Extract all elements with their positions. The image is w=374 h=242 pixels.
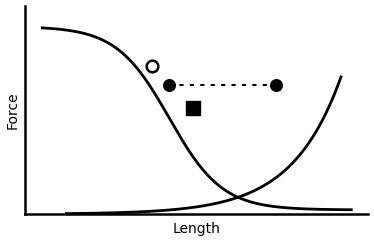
Y-axis label: Force: Force (6, 91, 19, 129)
Point (166, 83, 172, 87)
Point (149, 64, 155, 68)
Point (273, 83, 279, 87)
Point (190, 106, 196, 110)
X-axis label: Length: Length (173, 222, 221, 236)
